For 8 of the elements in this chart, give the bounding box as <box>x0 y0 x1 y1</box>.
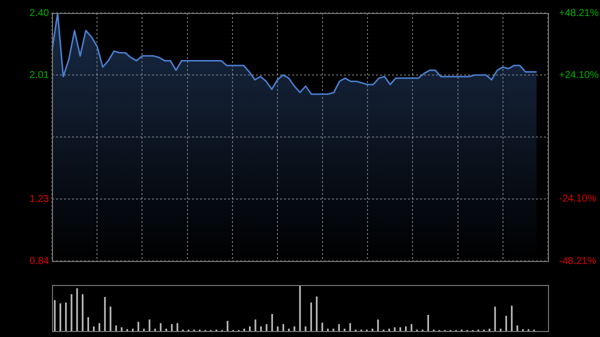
y-tick-label: 2.40 <box>30 8 50 19</box>
y2-tick-label: -48.21% <box>559 256 596 267</box>
y-tick-label: 1.23 <box>30 194 50 205</box>
y2-tick-label: +24.10% <box>559 70 599 81</box>
y2-tick-label: -24.10% <box>559 194 596 205</box>
y-tick-label: 2.01 <box>30 70 50 81</box>
y2-tick-label: +48.21% <box>559 8 599 19</box>
y-tick-label: 0.84 <box>30 256 50 267</box>
